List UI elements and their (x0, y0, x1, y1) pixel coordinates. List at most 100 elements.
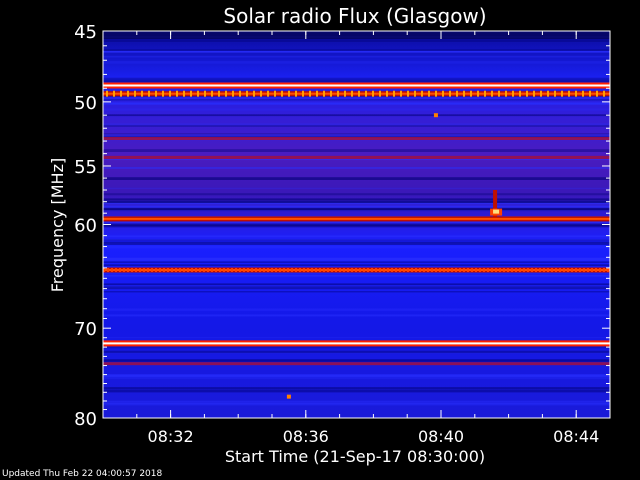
band-comb-mark (367, 268, 369, 272)
band-comb-mark (423, 268, 425, 272)
band-comb-mark (190, 90, 192, 97)
band-comb-mark (169, 90, 171, 97)
band-comb-mark (554, 90, 556, 97)
band-comb-mark (107, 268, 109, 272)
band-comb-mark (175, 268, 177, 272)
band-comb-mark (141, 90, 143, 97)
band-comb-mark (343, 268, 345, 272)
band-comb-mark (383, 268, 385, 272)
texture-stripe (103, 258, 610, 261)
band-comb-mark (260, 90, 262, 97)
band-comb-mark (123, 268, 125, 272)
band-comb-mark (421, 90, 423, 97)
band-comb-mark (379, 268, 381, 272)
band-comb-mark (603, 90, 605, 97)
texture-stripe (103, 207, 610, 211)
texture-stripe (103, 377, 610, 380)
band-comb-mark (439, 268, 441, 272)
band-comb-mark (239, 268, 241, 272)
burst-event (433, 113, 438, 118)
band-comb-mark (223, 268, 225, 272)
band-comb-mark (582, 90, 584, 97)
band-comb-mark (195, 268, 197, 272)
band-comb-mark (372, 90, 374, 97)
texture-stripe (103, 198, 610, 201)
band-comb-mark (442, 90, 444, 97)
band-comb-mark (211, 90, 213, 97)
texture-stripe (103, 352, 610, 354)
y-tick-label: 45 (74, 22, 97, 43)
band-comb-mark (595, 268, 597, 272)
band-comb-mark (607, 268, 609, 272)
band-comb-mark (219, 268, 221, 272)
band-comb-mark (531, 268, 533, 272)
band-comb-mark (443, 268, 445, 272)
band-comb-mark (119, 268, 121, 272)
band-comb-mark (579, 268, 581, 272)
band-comb-mark (479, 268, 481, 272)
band-comb-mark (365, 90, 367, 97)
texture-stripe (103, 79, 610, 82)
band-49.4-mhz (103, 92, 610, 95)
texture-stripe (103, 177, 610, 180)
band-comb-mark (483, 268, 485, 272)
band-comb-mark (283, 268, 285, 272)
band-comb-mark (259, 268, 261, 272)
texture-stripe (103, 223, 610, 226)
y-tick-label: 60 (74, 216, 97, 237)
band-comb-mark (414, 90, 416, 97)
texture-stripe (103, 359, 610, 362)
band-comb-mark (309, 90, 311, 97)
band-comb-mark (575, 90, 577, 97)
band-comb-mark (599, 268, 601, 272)
texture-stripe (103, 374, 610, 378)
texture-stripe (103, 187, 610, 190)
band-59.5-mhz (103, 217, 610, 220)
band-comb-mark (477, 90, 479, 97)
band-comb-mark (251, 268, 253, 272)
band-comb-mark (512, 90, 514, 97)
texture-stripe (103, 38, 610, 41)
band-comb-mark (253, 90, 255, 97)
band-comb-mark (379, 90, 381, 97)
texture-stripe (103, 400, 610, 403)
texture-stripe (103, 60, 610, 64)
band-comb-mark (331, 268, 333, 272)
band-comb-mark (435, 90, 437, 97)
band-comb-mark (155, 268, 157, 272)
band-comb-mark (455, 268, 457, 272)
band-comb-mark (106, 90, 108, 97)
band-comb-mark (271, 268, 273, 272)
band-comb-mark (363, 268, 365, 272)
band-comb-mark (400, 90, 402, 97)
band-comb-mark (204, 90, 206, 97)
band-comb-mark (287, 268, 289, 272)
band-comb-mark (503, 268, 505, 272)
band-comb-mark (561, 90, 563, 97)
band-comb-mark (319, 268, 321, 272)
band-comb-mark (459, 268, 461, 272)
band-comb-mark (267, 90, 269, 97)
band-comb-mark (227, 268, 229, 272)
texture-stripe (103, 241, 610, 245)
texture-stripe (103, 134, 610, 138)
band-comb-mark (596, 90, 598, 97)
texture-stripe (103, 96, 610, 100)
band-comb-mark (351, 90, 353, 97)
band-comb-mark (275, 268, 277, 272)
texture-stripe (103, 286, 610, 288)
band-comb-mark (131, 268, 133, 272)
band-comb-mark (435, 268, 437, 272)
band-comb-mark (359, 268, 361, 272)
band-comb-mark (315, 268, 317, 272)
band-comb-mark (207, 268, 209, 272)
band-comb-mark (463, 268, 465, 272)
band-comb-mark (555, 268, 557, 272)
band-comb-mark (176, 90, 178, 97)
y-tick-label: 70 (74, 319, 97, 340)
band-comb-mark (344, 90, 346, 97)
band-comb-mark (279, 268, 281, 272)
texture-stripe (103, 403, 610, 406)
band-comb-mark (583, 268, 585, 272)
texture-stripe (103, 285, 610, 287)
